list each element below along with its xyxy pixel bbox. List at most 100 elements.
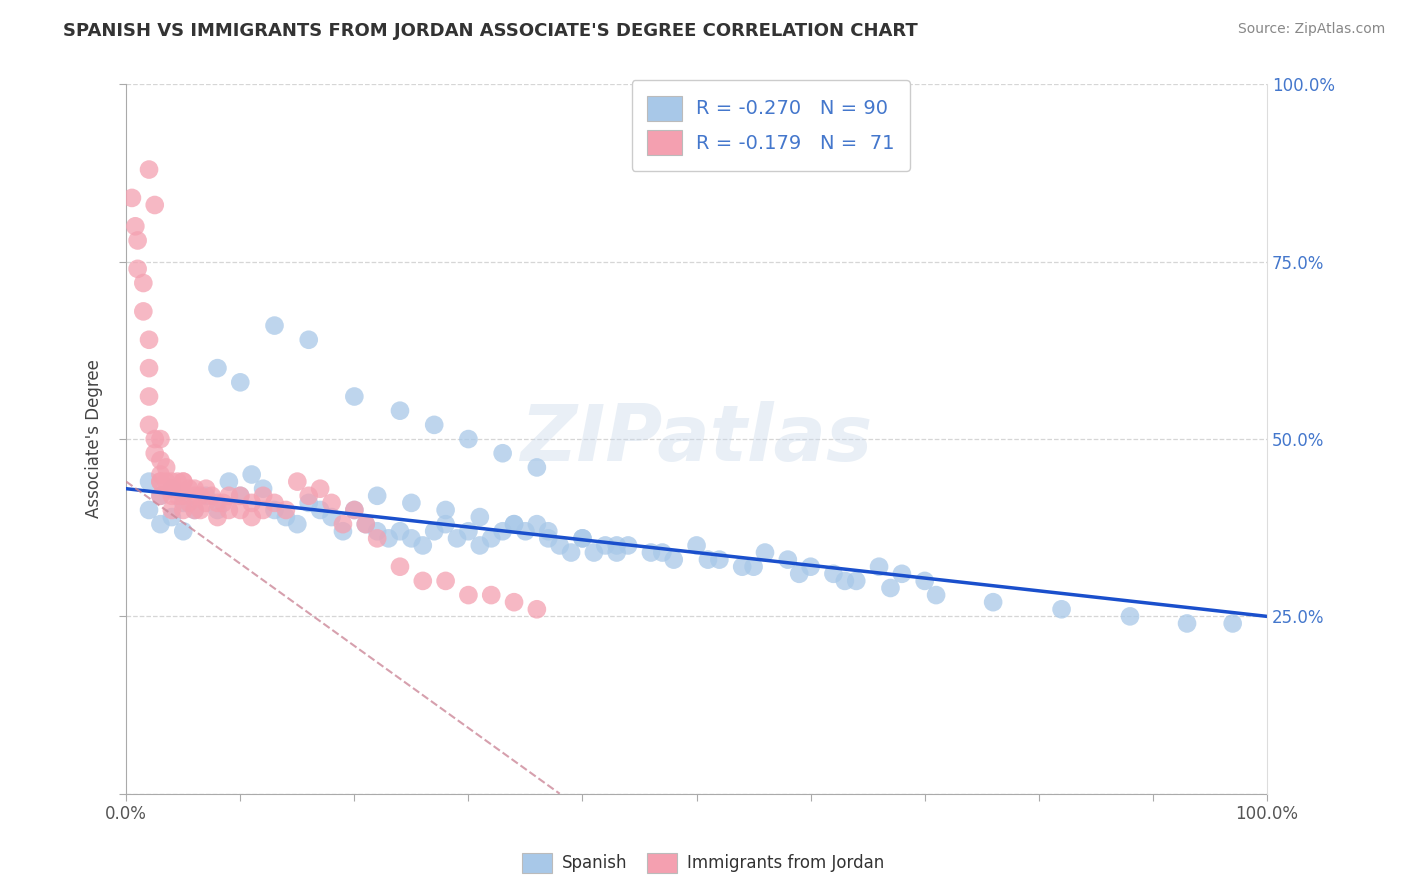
Point: [868, 559, 890, 574]
Point: [434, 517, 457, 532]
Point: [190, 489, 212, 503]
Text: SPANISH VS IMMIGRANTS FROM JORDAN ASSOCIATE'S DEGREE CORRELATION CHART: SPANISH VS IMMIGRANTS FROM JORDAN ASSOCI…: [63, 22, 918, 40]
Text: ZIPatlas: ZIPatlas: [520, 401, 873, 477]
Point: [138, 390, 160, 404]
Point: [491, 446, 513, 460]
Point: [207, 510, 229, 524]
Point: [143, 446, 166, 460]
Point: [190, 503, 212, 517]
Point: [800, 559, 823, 574]
Point: [263, 318, 285, 333]
Point: [240, 496, 263, 510]
Point: [207, 361, 229, 376]
Point: [127, 234, 149, 248]
Point: [240, 467, 263, 482]
Point: [366, 532, 388, 546]
Point: [617, 538, 640, 552]
Point: [321, 510, 343, 524]
Point: [263, 496, 285, 510]
Point: [388, 524, 411, 539]
Point: [240, 510, 263, 524]
Point: [479, 588, 502, 602]
Point: [121, 191, 143, 205]
Point: [138, 333, 160, 347]
Point: [298, 489, 321, 503]
Point: [309, 503, 332, 517]
Point: [274, 503, 297, 517]
Point: [412, 574, 434, 588]
Point: [166, 475, 188, 489]
Point: [434, 574, 457, 588]
Point: [138, 162, 160, 177]
Point: [274, 510, 297, 524]
Point: [160, 489, 183, 503]
Point: [138, 361, 160, 376]
Point: [479, 532, 502, 546]
Point: [754, 545, 776, 559]
Point: [143, 198, 166, 212]
Point: [914, 574, 936, 588]
Point: [285, 517, 308, 532]
Text: Source: ZipAtlas.com: Source: ZipAtlas.com: [1237, 22, 1385, 37]
Point: [155, 460, 177, 475]
Point: [503, 517, 526, 532]
Point: [149, 432, 172, 446]
Point: [697, 552, 720, 566]
Point: [172, 475, 194, 489]
Point: [124, 219, 146, 234]
Point: [709, 552, 731, 566]
Point: [468, 510, 491, 524]
Point: [132, 276, 155, 290]
Point: [218, 489, 240, 503]
Point: [503, 517, 526, 532]
Point: [155, 475, 177, 489]
Point: [195, 496, 218, 510]
Point: [401, 496, 423, 510]
Point: [229, 489, 252, 503]
Point: [160, 482, 183, 496]
Point: [560, 545, 582, 559]
Point: [845, 574, 868, 588]
Point: [252, 503, 274, 517]
Point: [491, 524, 513, 539]
Point: [160, 510, 183, 524]
Point: [149, 517, 172, 532]
Point: [1119, 609, 1142, 624]
Point: [457, 432, 479, 446]
Point: [354, 517, 377, 532]
Point: [515, 524, 537, 539]
Point: [149, 453, 172, 467]
Point: [160, 503, 183, 517]
Point: [457, 588, 479, 602]
Point: [1222, 616, 1244, 631]
Point: [571, 532, 593, 546]
Point: [183, 489, 205, 503]
Point: [149, 489, 172, 503]
Point: [143, 432, 166, 446]
Point: [731, 559, 754, 574]
Point: [172, 489, 194, 503]
Point: [879, 581, 901, 595]
Point: [890, 566, 912, 581]
Point: [388, 559, 411, 574]
Point: [252, 482, 274, 496]
Point: [468, 538, 491, 552]
Point: [201, 489, 224, 503]
Point: [195, 482, 218, 496]
Point: [651, 545, 673, 559]
Point: [218, 475, 240, 489]
Point: [285, 475, 308, 489]
Point: [212, 496, 235, 510]
Point: [423, 524, 446, 539]
Point: [925, 588, 948, 602]
Point: [229, 503, 252, 517]
Point: [195, 489, 218, 503]
Point: [263, 503, 285, 517]
Point: [183, 482, 205, 496]
Point: [229, 489, 252, 503]
Point: [537, 524, 560, 539]
Point: [434, 503, 457, 517]
Point: [412, 538, 434, 552]
Point: [138, 503, 160, 517]
Point: [423, 417, 446, 432]
